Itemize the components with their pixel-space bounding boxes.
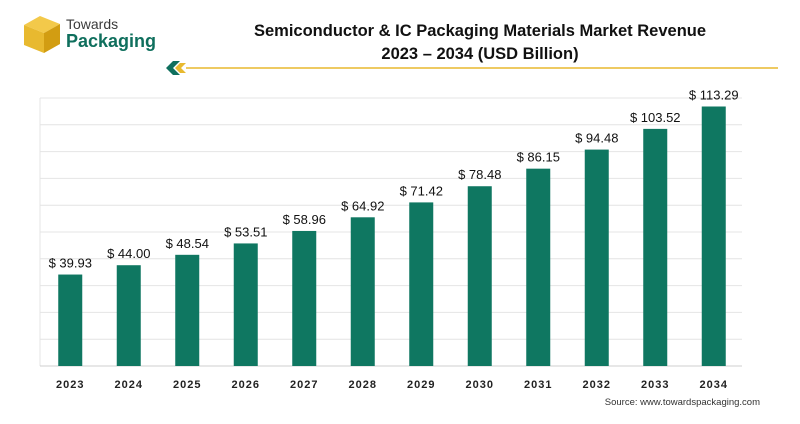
data-label-2030: $ 78.48: [458, 167, 501, 182]
title-divider: [166, 61, 778, 75]
bar-2026: [233, 243, 258, 366]
chart-title: Semiconductor & IC Packaging Materials M…: [253, 22, 707, 40]
x-tick-2031: 2031: [524, 379, 552, 391]
data-label-2024: $ 44.00: [107, 246, 150, 261]
data-label-2025: $ 48.54: [166, 236, 209, 251]
x-tick-2023: 2023: [56, 379, 84, 391]
bar-2024: [116, 265, 141, 366]
bar-2032: [584, 149, 609, 366]
divider-chevron-icon: [166, 61, 180, 75]
logo-text-packaging: Packaging: [66, 31, 157, 51]
chart-title-block: Semiconductor & IC Packaging Materials M…: [180, 20, 780, 66]
x-tick-2025: 2025: [173, 379, 201, 391]
data-label-2032: $ 94.48: [575, 131, 618, 146]
chart-subtitle: 2023 – 2034 (USD Billion): [381, 45, 579, 63]
x-axis-ticks: 2023 2024 2025 2026 2027 2028 2029 2030 2031 2032…: [56, 379, 728, 391]
bar-2031: [526, 168, 551, 366]
x-tick-2030: 2030: [466, 379, 494, 391]
x-tick-2032: 2032: [583, 379, 611, 391]
x-tick-2027: 2027: [290, 379, 318, 391]
bar-2028: [350, 217, 375, 366]
data-label-2034: $ 113.29: [689, 87, 739, 102]
x-tick-2028: 2028: [349, 379, 377, 391]
divider-chevron-accent-icon: [175, 63, 186, 73]
bars: [58, 106, 726, 367]
x-tick-2024: 2024: [115, 379, 143, 391]
source-note: Source: www.towardspackaging.com: [604, 397, 760, 408]
gridlines: [39, 97, 742, 367]
bar-2027: [292, 230, 317, 366]
bar-2023: [58, 274, 83, 366]
data-label-2023: $ 39.93: [49, 256, 92, 271]
bar-2034: [701, 106, 726, 367]
logo-box-icon: [24, 16, 60, 53]
data-label-2028: $ 64.92: [341, 198, 384, 213]
data-label-2027: $ 58.96: [283, 212, 326, 227]
data-label-2029: $ 71.42: [400, 183, 443, 198]
x-tick-2034: 2034: [700, 379, 728, 391]
bar-2030: [467, 186, 492, 366]
data-label-2033: $ 103.52: [630, 110, 681, 125]
data-labels: $ 39.93 $ 44.00 $ 48.54 $ 53.51 $ 58.96 $ 64.…: [49, 87, 739, 270]
x-tick-2033: 2033: [641, 379, 669, 391]
x-tick-2029: 2029: [407, 379, 435, 391]
x-tick-2026: 2026: [232, 379, 260, 391]
data-label-2031: $ 86.15: [517, 150, 560, 165]
brand-logo: Towards Packaging: [22, 14, 172, 54]
data-label-2026: $ 53.51: [224, 224, 267, 239]
bar-2029: [409, 202, 434, 366]
bar-2025: [175, 254, 200, 366]
logo-text-towards: Towards: [66, 16, 119, 32]
bar-2033: [643, 128, 668, 366]
